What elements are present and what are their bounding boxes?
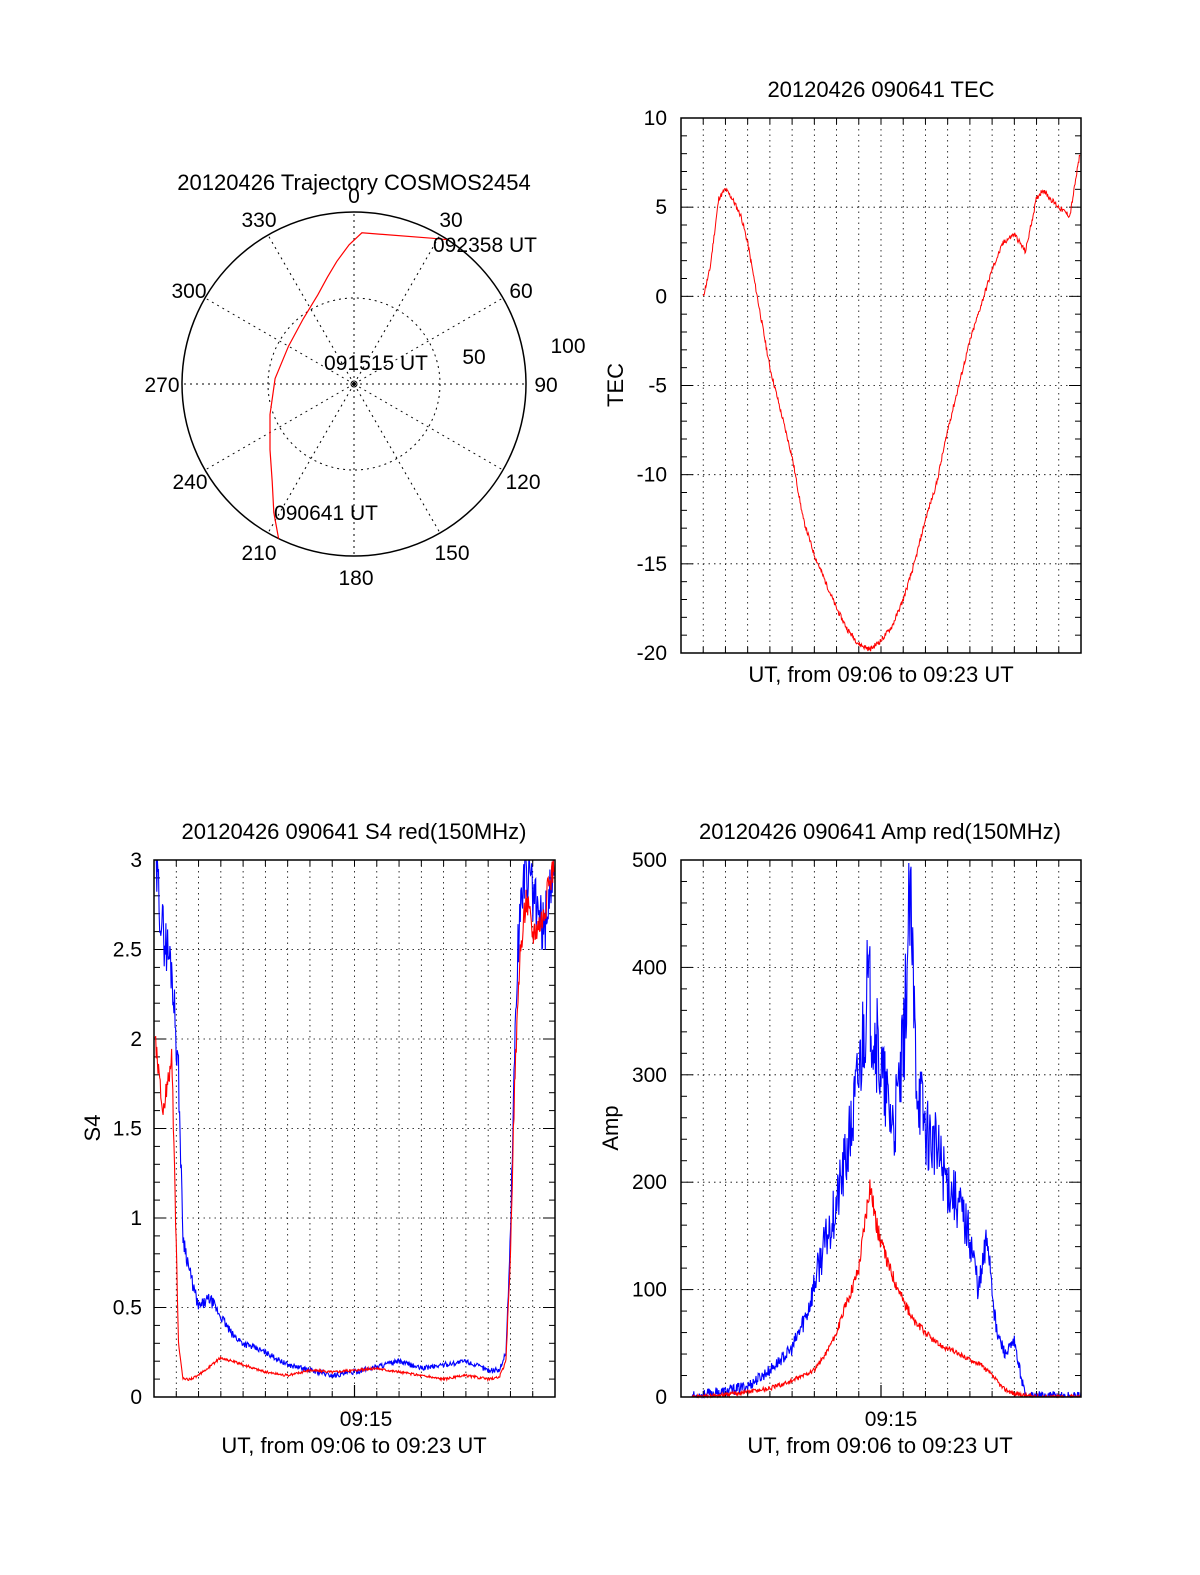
end-time-label: 092358 UT	[433, 234, 537, 257]
amp-ytick-label-5: 0	[655, 1386, 667, 1409]
polar-spoke-120	[353, 383, 504, 471]
tec-ytick-label-6: -20	[637, 642, 667, 665]
tec-title: 20120426 090641 TEC	[767, 77, 994, 102]
s4-y-ticks: 3 2.5 2 1.5 1 0.5 0	[113, 849, 142, 1409]
amp-title: 20120426 090641 Amp red(150MHz)	[699, 819, 1061, 844]
s4-xlabel: UT, from 09:06 to 09:23 UT	[221, 1433, 486, 1458]
s4-plot: 20120426 090641 S4 red(150MHz) 3 2.5 2 1.5 1…	[80, 819, 556, 1458]
tec-xlabel: UT, from 09:06 to 09:23 UT	[748, 662, 1013, 687]
polar-spoke-30	[353, 234, 441, 385]
polar-spoke-240	[204, 383, 355, 471]
azimuth-label-0: 0	[348, 185, 360, 208]
s4-frame	[153, 859, 556, 1398]
tec-grid	[681, 117, 1081, 654]
s4-ytick-label-4: 1	[130, 1207, 142, 1230]
tec-series	[702, 154, 1081, 652]
mid-time-label: 091515 UT	[324, 352, 428, 375]
amp-y-ticks: 500 400 300 200 100 0	[632, 849, 667, 1409]
trajectory-polar-plot: 20120426 Trajectory COSMOS2454 0 30 60 9…	[144, 170, 585, 590]
tec-series-0	[702, 154, 1081, 652]
s4-ytick-label-1: 2.5	[113, 939, 142, 962]
amp-frame	[680, 859, 1082, 1398]
polar-spoke-210	[267, 383, 355, 534]
tec-ytick-label-1: 5	[655, 196, 667, 219]
polar-spoke-60	[353, 297, 504, 385]
amp-grid	[681, 859, 1081, 1398]
azimuth-label-240: 240	[172, 471, 207, 494]
azimuth-label-300: 300	[171, 280, 206, 303]
azimuth-label-30: 30	[439, 209, 462, 232]
tec-ytick-label-5: -15	[637, 553, 667, 576]
amp-plot: 20120426 090641 Amp red(150MHz) 500 400 30…	[598, 819, 1082, 1458]
s4-ytick-label-6: 0	[130, 1386, 142, 1409]
polar-spoke-150	[353, 383, 441, 534]
tec-ytick-label-0: 10	[644, 107, 667, 130]
polar-spoke-330	[267, 234, 355, 385]
tec-frame	[680, 117, 1082, 654]
azimuth-label-60: 60	[509, 280, 532, 303]
azimuth-label-90: 90	[534, 374, 557, 397]
polar-spoke-300	[204, 297, 355, 385]
amp-series-1	[691, 1179, 1081, 1399]
azimuth-label-150: 150	[434, 542, 469, 565]
amp-ylabel: Amp	[598, 1105, 623, 1150]
amp-series-0	[691, 862, 1082, 1400]
amp-xlabel: UT, from 09:06 to 09:23 UT	[747, 1433, 1012, 1458]
tec-ytick-label-4: -10	[637, 464, 667, 487]
ring-label-50: 50	[462, 346, 485, 369]
azimuth-label-270: 270	[144, 374, 179, 397]
trajectory-track	[269, 232, 448, 539]
polar-grid	[182, 212, 526, 556]
amp-ytick-label-0: 500	[632, 849, 667, 872]
amp-ytick-label-1: 400	[632, 956, 667, 979]
tec-ylabel: TEC	[603, 363, 628, 407]
s4-ytick-label-5: 0.5	[113, 1297, 142, 1320]
s4-series-1	[154, 859, 555, 1382]
azimuth-label-120: 120	[505, 471, 540, 494]
start-time-label: 090641 UT	[274, 502, 378, 525]
polar-center-mark	[350, 380, 358, 388]
s4-series	[154, 859, 555, 1382]
tec-ytick-label-2: 0	[655, 285, 667, 308]
s4-ytick-label-2: 2	[130, 1028, 142, 1051]
s4-title: 20120426 090641 S4 red(150MHz)	[182, 819, 527, 844]
s4-ytick-label-3: 1.5	[113, 1118, 142, 1141]
s4-ytick-label-0: 3	[130, 849, 142, 872]
polar-outer-circle	[181, 211, 527, 557]
azimuth-label-180: 180	[338, 567, 373, 590]
trajectory-line	[269, 232, 448, 539]
s4-grid	[154, 859, 555, 1398]
amp-ytick-label-4: 100	[632, 1279, 667, 1302]
amp-series	[691, 862, 1082, 1400]
s4-ylabel: S4	[80, 1115, 105, 1142]
amp-xtick-0915: 09:15	[865, 1408, 918, 1431]
azimuth-label-330: 330	[241, 209, 276, 232]
s4-series-0	[155, 859, 555, 1379]
tec-ytick-label-3: -5	[648, 375, 667, 398]
tec-y-ticks: 10 5 0 -5 -10 -15 -20	[637, 107, 667, 665]
amp-ytick-label-3: 200	[632, 1171, 667, 1194]
amp-ytick-label-2: 300	[632, 1064, 667, 1087]
azimuth-label-210: 210	[241, 542, 276, 565]
s4-xtick-0915: 09:15	[340, 1408, 393, 1431]
ring-label-100: 100	[550, 335, 585, 358]
trajectory-title: 20120426 Trajectory COSMOS2454	[177, 170, 530, 195]
